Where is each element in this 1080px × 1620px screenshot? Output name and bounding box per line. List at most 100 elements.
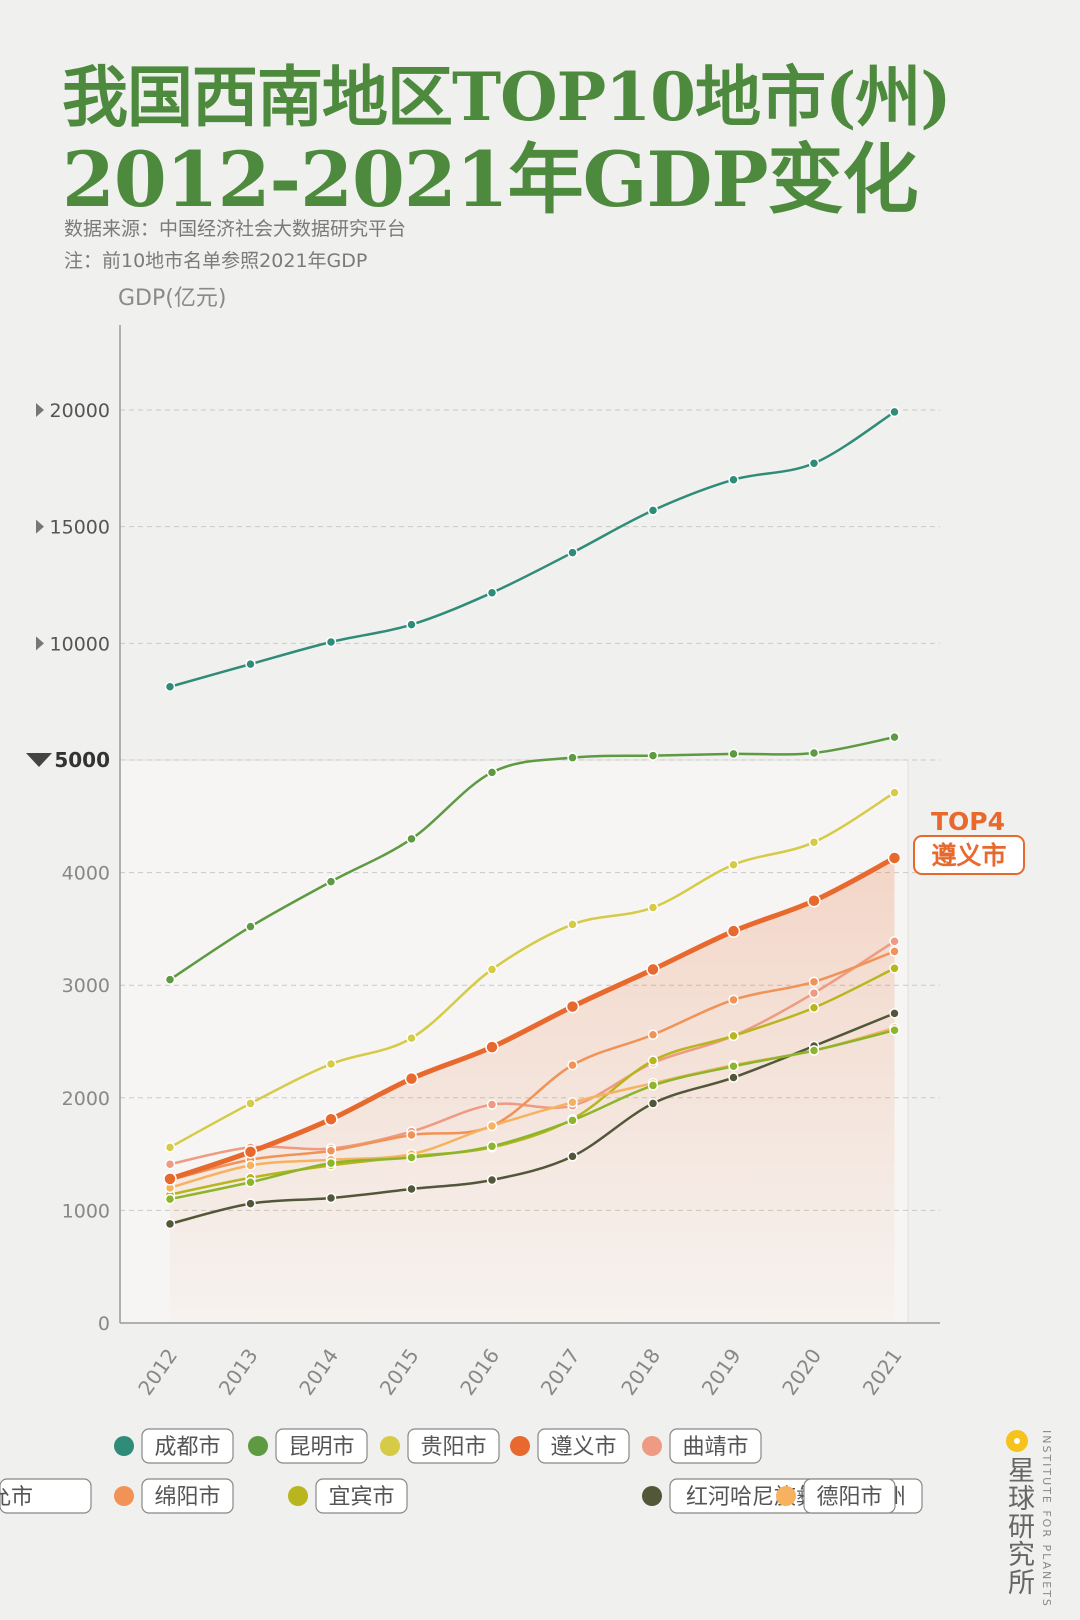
legend-box-曲靖市 <box>669 1428 762 1464</box>
legend-box-绵阳市 <box>141 1478 234 1514</box>
legend-item-德阳市: 德阳市 <box>776 1478 896 1514</box>
data-point-贵阳市-2014 <box>325 1058 337 1070</box>
data-point-遵义市-2013 <box>243 1145 258 1159</box>
data-point-宜宾市-2018 <box>647 1055 659 1066</box>
data-point-红河哈尼族彝族自治州-2017 <box>567 1151 578 1162</box>
y-tick-label-5000: 5000 <box>54 748 110 772</box>
data-point-成都市-2021 <box>889 406 900 418</box>
data-point-遵义市-2019 <box>726 924 741 938</box>
data-point-贵阳市-2016 <box>486 964 498 975</box>
series-line-遵义市 <box>167 855 897 1182</box>
data-point-贵阳市-2012 <box>164 1142 176 1153</box>
series-line-南允市 <box>168 1028 896 1201</box>
data-point-绵阳市-2015 <box>406 1129 417 1141</box>
legend-swatch-贵阳市 <box>380 1436 400 1456</box>
data-point-曲靖市-2012 <box>164 1158 176 1170</box>
data-point-曲靖市-2020 <box>808 987 820 999</box>
data-point-红河哈尼族彝族自治州-2016 <box>486 1174 498 1186</box>
x-tick-label-2012: 2012 <box>133 1344 182 1399</box>
highlight-badge-box <box>913 835 1025 875</box>
legend-swatch-红河哈尼族彝族自治州 <box>642 1486 662 1506</box>
data-point-昆明市-2018 <box>647 750 659 761</box>
data-point-成都市-2017 <box>567 547 578 558</box>
legend-label-昆明市: 昆明市 <box>288 1435 354 1460</box>
x-tick-label-2020: 2020 <box>777 1344 826 1399</box>
data-point-红河哈尼族彝族自治州-2021 <box>889 1008 900 1019</box>
highlight-area <box>170 857 895 1323</box>
y-tick-label-15000: 15000 <box>50 517 110 539</box>
data-point-遵义市-2020 <box>807 894 821 908</box>
data-point-绵阳市-2021 <box>889 946 900 957</box>
data-point-遵义市-2014 <box>324 1112 338 1126</box>
highlight-badge-rank: TOP4 <box>931 807 1005 836</box>
legend-box-南允市 <box>0 1478 92 1514</box>
data-point-德阳市-2013 <box>245 1160 256 1171</box>
legend-label-遵义市: 遵义市 <box>550 1435 616 1460</box>
data-point-南允市-2014 <box>325 1157 337 1169</box>
y-tick-label-10000: 10000 <box>50 633 110 655</box>
data-point-曲靖市-2016 <box>486 1099 498 1110</box>
data-point-成都市-2013 <box>245 658 256 670</box>
legend-item-宜宾市: 宜宾市 <box>288 1478 408 1514</box>
x-tick-label-2015: 2015 <box>375 1344 424 1399</box>
data-point-南允市-2018 <box>647 1080 659 1091</box>
data-point-南允市-2021 <box>889 1024 900 1036</box>
legend-item-成都市: 成都市 <box>114 1428 234 1464</box>
data-point-德阳市-2016 <box>486 1120 498 1132</box>
scale-break-marker <box>26 753 52 767</box>
legend-box-贵阳市 <box>407 1428 500 1464</box>
series-line-红河哈尼族彝族自治州 <box>168 1012 896 1226</box>
y-break-marker-10000 <box>36 636 44 651</box>
data-point-南允市-2015 <box>406 1152 417 1163</box>
data-point-遵义市-2012 <box>163 1172 177 1186</box>
legend-item-昆明市: 昆明市 <box>248 1428 368 1464</box>
x-tick-label-2018: 2018 <box>616 1344 665 1399</box>
legend-item-贵阳市: 贵阳市 <box>380 1428 500 1464</box>
legend-swatch-昆明市 <box>248 1436 268 1456</box>
data-point-贵阳市-2019 <box>728 859 739 870</box>
series-line-绵阳市 <box>168 950 896 1182</box>
data-point-德阳市-2017 <box>567 1097 578 1108</box>
chart-title-line1: 我国西南地区TOP10地市(州) <box>62 58 952 136</box>
legend-swatch-遵义市 <box>510 1436 530 1456</box>
data-point-红河哈尼族彝族自治州-2013 <box>245 1198 256 1209</box>
data-point-遵义市-2016 <box>485 1040 499 1054</box>
chart-title-line2: 2012-2021年GDP变化 <box>62 135 919 224</box>
data-point-遵义市-2018 <box>646 962 660 977</box>
legend-swatch-宜宾市 <box>288 1486 308 1506</box>
series-line-昆明市 <box>168 735 896 981</box>
legend-label-德阳市: 德阳市 <box>816 1485 882 1510</box>
data-point-南允市-2012 <box>164 1193 176 1205</box>
data-point-红河哈尼族彝族自治州-2014 <box>325 1192 337 1204</box>
x-tick-label-2014: 2014 <box>294 1344 343 1399</box>
data-point-遵义市-2017 <box>565 999 580 1014</box>
data-point-成都市-2020 <box>808 458 820 469</box>
legend-label-绵阳市: 绵阳市 <box>154 1485 220 1510</box>
data-point-成都市-2016 <box>486 587 498 598</box>
series-line-成都市 <box>168 410 896 689</box>
data-point-绵阳市-2020 <box>808 976 820 988</box>
legend-box-成都市 <box>141 1428 234 1464</box>
x-tick-label-2013: 2013 <box>214 1344 263 1399</box>
data-point-遵义市-2015 <box>404 1071 419 1086</box>
data-point-昆明市-2012 <box>164 974 176 985</box>
data-point-昆明市-2017 <box>567 752 578 763</box>
x-tick-label-2019: 2019 <box>697 1344 746 1399</box>
data-point-昆明市-2013 <box>245 921 256 932</box>
y-tick-label-1000: 1000 <box>62 1200 110 1222</box>
data-point-遵义市-2021 <box>887 851 902 865</box>
data-point-昆明市-2019 <box>728 748 739 760</box>
y-tick-label-3000: 3000 <box>62 975 110 997</box>
data-point-贵阳市-2018 <box>647 902 659 913</box>
data-point-贵阳市-2021 <box>889 787 900 798</box>
data-point-成都市-2015 <box>406 619 417 630</box>
brand-logo: 星球研究所 INSTITUTE FOR PLANETS <box>1003 1430 1076 1610</box>
legend-box-宜宾市 <box>315 1478 408 1514</box>
data-point-贵阳市-2020 <box>808 836 820 848</box>
data-point-南允市-2020 <box>808 1045 820 1056</box>
data-point-昆明市-2020 <box>808 747 820 759</box>
legend-item-南允市: 南允市 <box>0 1478 92 1514</box>
brand-dot-icon <box>1006 1430 1028 1452</box>
y-tick-label-0: 0 <box>98 1313 110 1335</box>
data-point-昆明市-2021 <box>889 731 900 743</box>
